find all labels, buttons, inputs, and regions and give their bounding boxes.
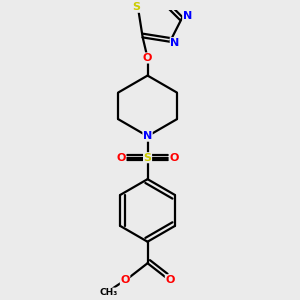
Text: CH₃: CH₃	[99, 288, 118, 297]
Text: N: N	[183, 11, 192, 21]
Text: S: S	[144, 153, 152, 163]
Text: S: S	[132, 2, 140, 12]
Text: O: O	[169, 153, 178, 163]
Text: O: O	[120, 275, 130, 285]
Text: N: N	[170, 38, 179, 48]
Text: O: O	[143, 53, 152, 63]
Text: N: N	[143, 131, 152, 141]
Text: O: O	[165, 275, 175, 285]
Text: O: O	[116, 153, 126, 163]
